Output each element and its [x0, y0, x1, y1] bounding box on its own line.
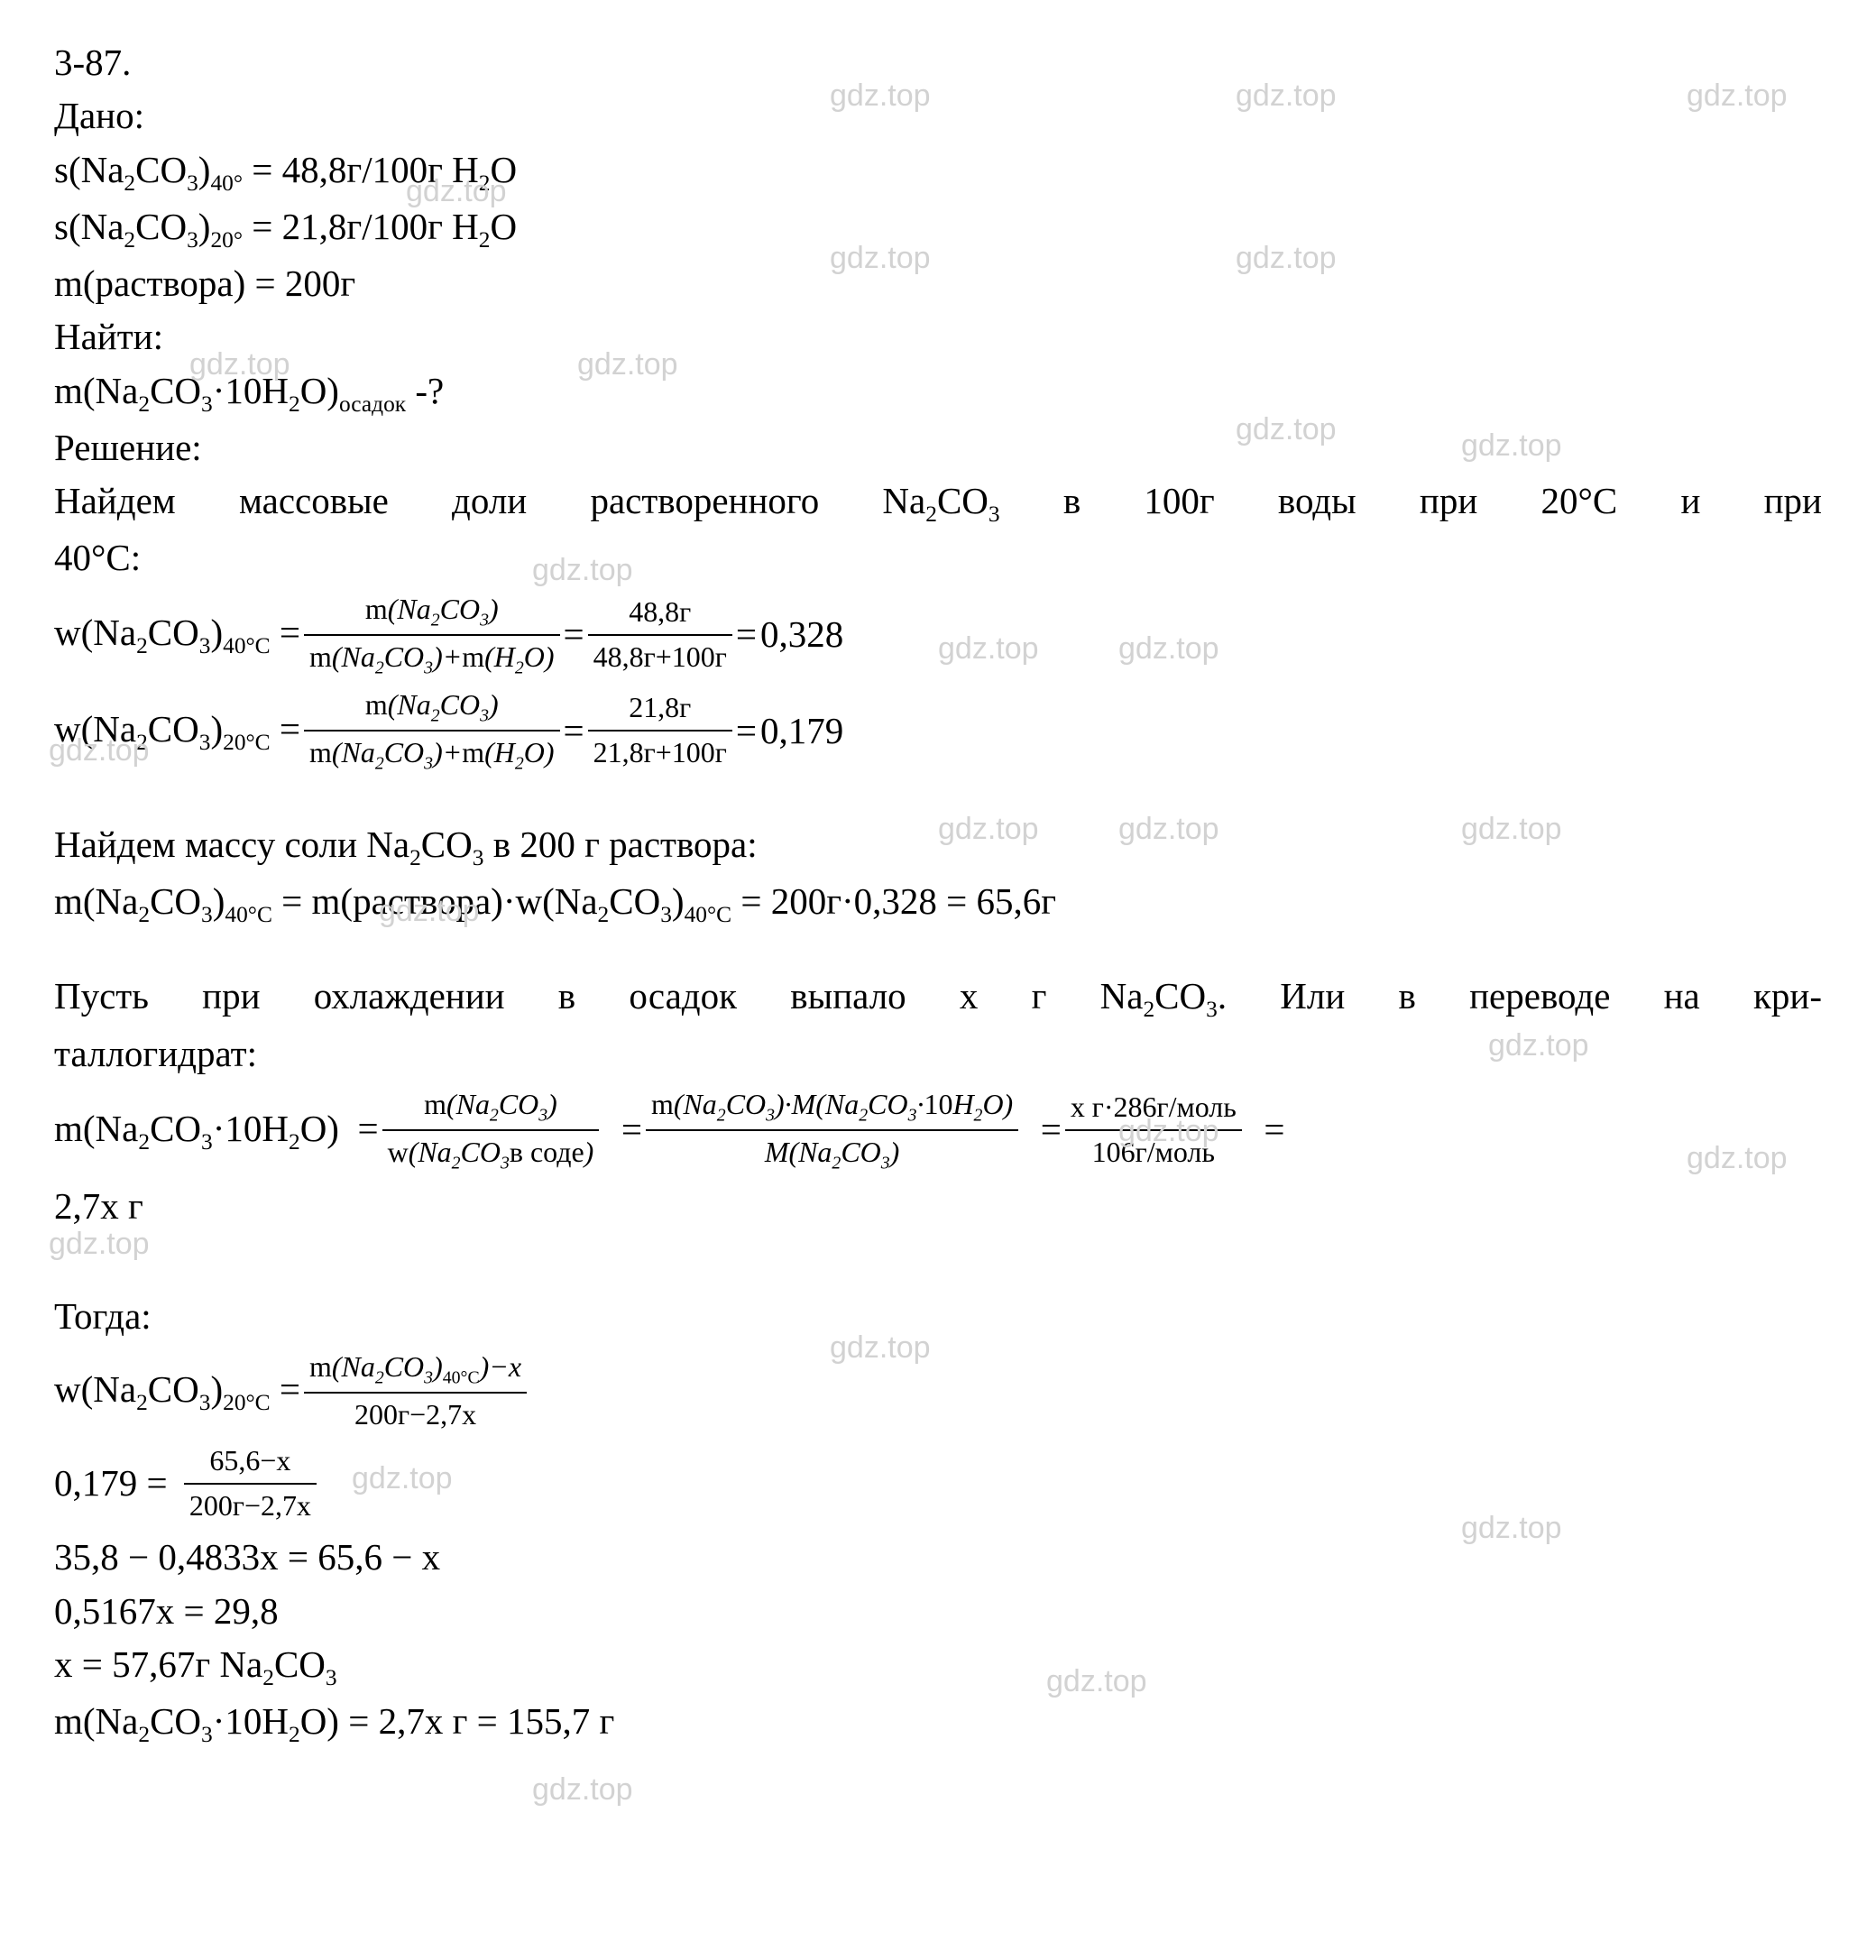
step-2: 0,5167x = 29,8: [54, 1585, 1822, 1638]
watermark-text: gdz.top: [532, 1768, 633, 1812]
given-label: Дано:: [54, 89, 1822, 143]
paragraph-2: Найдем массу соли Na2CO3 в 200 г раствор…: [54, 818, 1822, 875]
equation-m40: m(Na2CO3)40°С = m(раствора)·w(Na2CO3)40°…: [54, 875, 1822, 932]
then-label: Тогда:: [54, 1290, 1822, 1343]
equation-w40: w(Na2CO3)40°С = m(Na2CO3) m(Na2CO3)+m(H2…: [54, 589, 1822, 681]
equation-w20: w(Na2CO3)20°С = m(Na2CO3) m(Na2CO3)+m(H2…: [54, 685, 1822, 777]
given-msol: m(раствора) = 200г: [54, 257, 1822, 310]
equation-w20-balance: w(Na2CO3)20°С = m(Na2CO3)40°С)−x 200г−2,…: [54, 1347, 1822, 1437]
paragraph-1b: 40°С:: [54, 531, 1822, 584]
paragraph-1a: Найдем массовые доли растворенного Na2CO…: [54, 474, 1822, 531]
step-1: 35,8 − 0,4833x = 65,6 − x: [54, 1531, 1822, 1584]
paragraph-3a: Пусть при охлаждении в осадок выпало x г…: [54, 970, 1822, 1026]
given-s40: s(Na2CO3)40° = 48,8г/100г H2O: [54, 143, 1822, 200]
paragraph-3b: таллогидрат:: [54, 1027, 1822, 1081]
given-s20: s(Na2CO3)20° = 21,8г/100г H2O: [54, 200, 1822, 257]
final-answer: m(Na2CO3·10H2O) = 2,7x г = 155,7 г: [54, 1695, 1822, 1752]
equation-hydrate-tail: 2,7x г: [54, 1180, 1822, 1233]
find-label: Найти:: [54, 310, 1822, 363]
find-line: m(Na2CO3·10H2O)осадок -?: [54, 364, 1822, 421]
solution-label: Решение:: [54, 421, 1822, 474]
equation-0179: 0,179 = 65,6−x 200г−2,7x: [54, 1440, 1822, 1528]
step-3: x = 57,67г Na2CO3: [54, 1638, 1822, 1695]
equation-hydrate: m(Na2CO3·10H2O) = m(Na2CO3) w(Na2CO3в со…: [54, 1084, 1822, 1176]
problem-number: 3-87.: [54, 36, 1822, 89]
